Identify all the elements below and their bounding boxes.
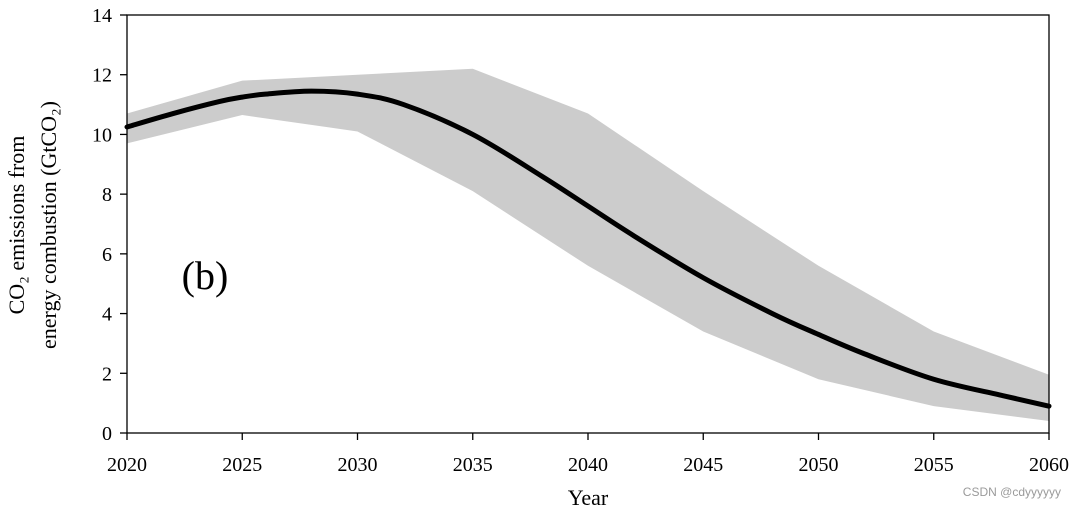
x-tick-label: 2040 <box>568 454 608 476</box>
y-tick-label: 10 <box>92 124 112 146</box>
x-tick-label: 2020 <box>107 454 147 476</box>
y-tick-label: 4 <box>102 304 112 326</box>
central-emissions-line <box>124 88 1052 409</box>
tick-layer: 2020 2025 2030 2035 2040 2045 2050 2055 2060 0 2 4 6… <box>92 5 1069 476</box>
watermark: CSDN @cdyyyyyy <box>962 485 1061 499</box>
x-tick-label: 2050 <box>799 454 839 476</box>
y-tick-label: 2 <box>102 363 112 385</box>
panel-label: (b) <box>182 253 229 298</box>
uncertainty-band-layer <box>127 68 1049 422</box>
central-line-layer <box>124 88 1052 409</box>
y-axis-title-line1: CO₂ emissions from <box>4 136 29 315</box>
uncertainty-band <box>127 68 1049 422</box>
x-tick-label: 2035 <box>453 454 493 476</box>
y-tick-label: 6 <box>102 244 112 266</box>
x-tick-label: 2030 <box>338 454 378 476</box>
y-axis-title-line2: energy combustion (GtCO₂) <box>36 101 61 349</box>
x-tick-label: 2025 <box>222 454 262 476</box>
x-tick-label: 2055 <box>914 454 954 476</box>
x-tick-label: 2060 <box>1029 454 1069 476</box>
y-tick-label: 14 <box>92 5 112 27</box>
y-tick-label: 8 <box>102 184 112 206</box>
y-tick-label: 0 <box>102 423 112 445</box>
x-axis-title: Year <box>568 485 609 509</box>
x-tick-label: 2045 <box>683 454 723 476</box>
y-tick-label: 12 <box>92 65 112 87</box>
